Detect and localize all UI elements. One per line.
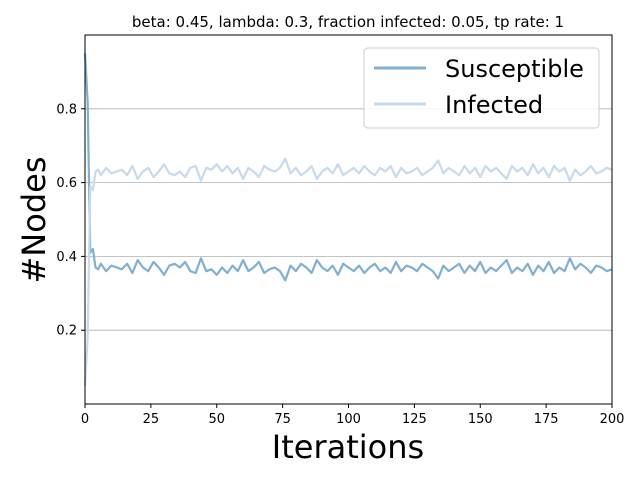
x-tick-label: 100 [336, 412, 361, 427]
x-tick-label: 150 [468, 412, 493, 427]
y-tick-label: 0.8 [56, 102, 77, 117]
chart-title: beta: 0.45, lambda: 0.3, fraction infect… [132, 13, 564, 31]
x-axis-ticks: 0 25 50 75 100 125 150 175 200 [81, 404, 625, 427]
series-line-infected [83, 157, 613, 386]
y-tick-label: 0.4 [56, 250, 77, 265]
x-axis-label: Iterations [272, 428, 424, 466]
x-tick-label: 0 [81, 412, 89, 427]
x-tick-label: 125 [402, 412, 427, 427]
x-tick-label: 50 [208, 412, 225, 427]
gridlines [85, 108, 612, 331]
series-line-susceptible [83, 53, 613, 282]
legend-label-susceptible: Susceptible [445, 55, 584, 83]
x-tick-label: 75 [274, 412, 291, 427]
x-tick-label: 25 [143, 412, 160, 427]
legend-label-infected: Infected [445, 91, 543, 119]
y-tick-label: 0.6 [56, 176, 77, 191]
y-axis-ticks: 0.2 0.4 0.6 0.8 [56, 102, 85, 339]
legend: Susceptible Infected [363, 47, 600, 129]
series-lines [83, 53, 613, 386]
x-tick-label: 175 [534, 412, 559, 427]
y-tick-label: 0.2 [56, 324, 77, 339]
y-axis-label: #Nodes [15, 157, 53, 284]
x-tick-label: 200 [600, 412, 625, 427]
